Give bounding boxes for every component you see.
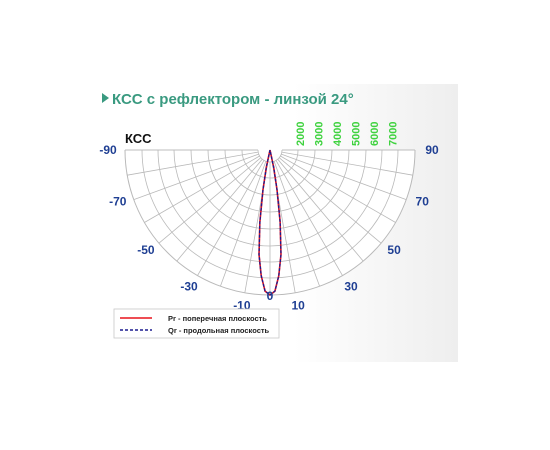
angle-tick-label: -70 <box>109 194 127 208</box>
grid-spoke <box>278 157 382 244</box>
polar-grid <box>124 149 416 296</box>
grid-spoke <box>144 155 260 223</box>
radial-tick-label: 3000 <box>314 122 326 146</box>
title-arrow-icon <box>102 93 109 103</box>
grid-spoke <box>273 161 320 287</box>
chart-title: КСС с рефлектором - линзой 24° <box>102 91 354 108</box>
radial-tick-label: 7000 <box>388 122 400 146</box>
series-line-qr <box>258 149 282 296</box>
angle-tick-label: 90 <box>425 143 439 157</box>
legend-label-qr: Qr - продольная плоскость <box>168 326 270 335</box>
grid-spoke <box>275 160 343 276</box>
grid-spoke <box>158 157 262 244</box>
angle-tick-label: 50 <box>387 243 401 257</box>
grid-spoke <box>280 155 396 223</box>
legend: Pr - поперечная плоскость Qr - продольна… <box>113 308 280 339</box>
radial-tick-label: 5000 <box>351 122 363 146</box>
angle-tick-label: 70 <box>416 194 430 208</box>
angle-tick-label: -50 <box>137 243 155 257</box>
grid-spoke <box>176 158 263 262</box>
angle-tick-label: 0 <box>267 289 274 303</box>
legend-label-pr: Pr - поперечная плоскость <box>168 314 267 323</box>
grid-spoke <box>281 151 413 176</box>
chart-title-text: КСС с рефлектором - линзой 24° <box>112 91 354 108</box>
chart-heading: КСС <box>125 131 152 146</box>
angle-tick-label: -30 <box>180 279 198 293</box>
grid-spoke <box>281 153 407 200</box>
grid-spoke <box>220 161 267 287</box>
legend-box <box>113 308 280 339</box>
grid-spoke <box>197 160 265 276</box>
radial-tick-label: 2000 <box>295 122 307 146</box>
angle-tick-label: -90 <box>99 143 117 157</box>
grid-spoke <box>277 158 364 262</box>
radial-tick-label: 6000 <box>369 122 381 146</box>
series-layer <box>258 149 282 297</box>
grid-spoke <box>127 151 259 176</box>
angle-tick-label: 10 <box>291 299 305 313</box>
radial-tick-label: 4000 <box>332 122 344 146</box>
grid-spoke <box>133 153 259 200</box>
angle-tick-label: 30 <box>344 279 358 293</box>
